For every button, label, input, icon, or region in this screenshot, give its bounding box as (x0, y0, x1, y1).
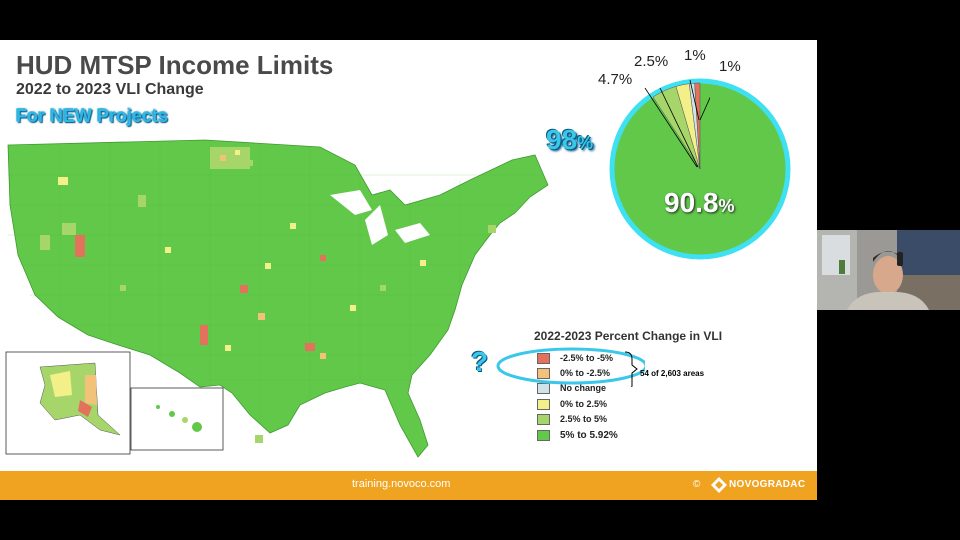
legend-swatch (537, 398, 550, 410)
slide-subtitle: 2022 to 2023 VLI Change (16, 81, 204, 98)
pie-leader-lines (644, 80, 710, 168)
legend-item: 0% to 2.5% (537, 398, 607, 410)
legend-swatch (537, 413, 550, 425)
pie-main-value: 90.8% (664, 187, 735, 218)
question-mark-callout: ? (471, 346, 489, 377)
legend-label: 0% to -2.5% (560, 368, 611, 378)
novogradac-logo-icon (711, 477, 727, 493)
legend-item: 2.5% to 5% (537, 413, 607, 425)
legend-label: 5% to 5.92% (560, 429, 618, 441)
legend-bracket-note: 54 of 2,603 areas (640, 369, 705, 378)
presenter-webcam (817, 230, 960, 310)
slide-footer: training.novoco.com © NOVOGRADAC (0, 471, 817, 500)
legend-item: 5% to 5.92% (537, 429, 618, 441)
footer-copyright: © (693, 479, 701, 490)
legend-swatch (537, 367, 550, 379)
legend-label: No change (560, 383, 607, 393)
highlight-annotation (496, 347, 645, 387)
legend-label: 2.5% to 5% (560, 414, 608, 424)
legend-label: -2.5% to -5% (560, 353, 614, 363)
pie-label-4-7: 4.7% (598, 71, 633, 88)
slide-title: HUD MTSP Income Limits (16, 50, 334, 80)
legend-swatch (537, 352, 550, 364)
pie-slice (694, 82, 701, 170)
footer-brand: NOVOGRADAC (729, 479, 806, 490)
new-projects-tag: For NEW Projects (16, 106, 169, 126)
pie-chart (609, 78, 791, 260)
pie-label-2-5: 2.5% (634, 53, 669, 70)
legend-item: -2.5% to -5% (537, 352, 613, 364)
legend-item: 0% to -2.5% (537, 367, 610, 379)
legend-swatch (537, 429, 550, 441)
presentation-slide: HUD MTSP Income Limits 2022 to 2023 VLI … (0, 40, 817, 500)
footer-url: training.novoco.com (352, 478, 451, 490)
callout-98-percent: 98% (546, 124, 594, 155)
legend-title: 2022-2023 Percent Change in VLI (534, 329, 723, 343)
presenter-video-feed (817, 230, 960, 310)
us-county-map (5, 139, 549, 458)
pie-label-1-a: 1% (684, 47, 706, 64)
legend-label: 0% to 2.5% (560, 399, 608, 409)
pie-label-1-b: 1% (719, 58, 741, 75)
